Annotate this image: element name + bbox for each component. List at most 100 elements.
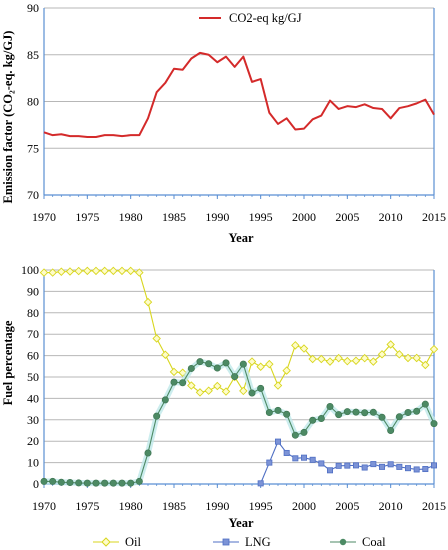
data-point-oil: [48, 268, 57, 277]
data-point-coal: [187, 364, 195, 372]
data-point-lng: [352, 462, 359, 469]
y-tick-label: 30: [27, 413, 39, 427]
data-point-oil: [429, 344, 439, 354]
data-point-coal: [317, 415, 325, 423]
data-point-lng: [413, 466, 420, 473]
data-point-lng: [300, 454, 307, 461]
emission-axes: [43, 8, 435, 199]
data-point-coal: [161, 396, 169, 404]
fuel-y-axis-label: Fuel percentage: [1, 320, 15, 405]
y-tick-label: 70: [27, 327, 39, 341]
data-point-lng: [370, 461, 377, 468]
x-tick-label: 2000: [292, 499, 316, 513]
data-point-coal: [326, 403, 334, 411]
emission-x-axis-label: Year: [229, 231, 254, 245]
data-point-oil: [187, 381, 196, 390]
x-tick-label: 1995: [249, 499, 273, 513]
x-tick-label: 1985: [162, 499, 186, 513]
x-tick-label: 1975: [75, 210, 99, 224]
data-point-oil: [204, 386, 213, 395]
data-point-oil: [143, 297, 153, 307]
data-point-coal: [265, 409, 273, 417]
x-tick-label: 2005: [335, 210, 359, 224]
y-tick-label: 0: [33, 477, 39, 491]
data-point-oil: [369, 357, 378, 366]
data-point-oil: [386, 340, 395, 349]
data-point-oil: [308, 354, 317, 364]
data-point-oil: [91, 266, 101, 276]
data-point-coal: [421, 400, 429, 408]
data-point-coal: [231, 373, 239, 381]
data-point-oil: [117, 266, 127, 276]
series-line-coal: [44, 361, 435, 484]
data-point-coal: [40, 477, 48, 485]
legend-item-oil: Oil: [93, 535, 142, 549]
data-point-oil: [317, 354, 326, 364]
data-point-oil: [265, 359, 274, 369]
data-point-lng: [396, 463, 403, 470]
y-tick-label: 90: [27, 284, 39, 298]
data-point-lng: [292, 455, 299, 462]
series-line-co2-eq-kg-gj: [43, 51, 435, 139]
data-point-oil: [395, 350, 404, 359]
data-point-lng: [361, 464, 368, 471]
fuel-grid: [44, 269, 434, 485]
y-tick-label: 20: [27, 434, 39, 448]
data-point-coal: [144, 449, 152, 457]
data-point-coal: [369, 408, 377, 416]
legend-label-coal: Coal: [362, 535, 386, 549]
data-point-oil: [247, 357, 257, 366]
data-point-coal: [57, 478, 65, 486]
x-tick-label: 2000: [292, 210, 316, 224]
data-point-coal: [179, 379, 187, 387]
y-tick-label: 60: [27, 349, 39, 363]
data-point-oil: [334, 353, 343, 363]
data-point-oil: [282, 366, 291, 375]
data-point-oil: [57, 267, 66, 276]
legend-item-coal: Coal: [330, 535, 386, 549]
fuel-series: [39, 266, 439, 487]
data-point-lng: [318, 460, 325, 467]
data-point-oil: [39, 268, 49, 277]
data-point-coal: [118, 479, 126, 487]
data-point-coal: [101, 479, 109, 487]
fuel-tick-labels: 0 10 20 30 40 50 60 70 80 90 100 1970 1975 1980 1985 19…: [21, 263, 446, 513]
data-point-oil: [178, 368, 187, 377]
emission-tick-labels: 70 75 80 85 90 1970 1975 1980 1985 1990 1995 2000 20…: [27, 1, 446, 224]
y-tick-label: 80: [27, 95, 39, 109]
data-point-oil: [377, 350, 387, 359]
data-point-oil: [299, 344, 309, 353]
data-point-lng: [404, 465, 411, 472]
legend-marker-lng: [222, 538, 230, 546]
data-point-coal: [257, 384, 265, 392]
data-point-coal: [213, 364, 221, 372]
x-tick-label: 1970: [32, 499, 56, 513]
y-tick-label: 10: [27, 456, 39, 470]
x-tick-label: 1990: [205, 210, 229, 224]
y-tick-label: 80: [27, 306, 39, 320]
data-point-coal: [352, 408, 360, 416]
data-point-coal: [239, 360, 247, 368]
y-tick-label: 70: [27, 188, 39, 202]
series-line-oil: [44, 270, 435, 393]
data-point-coal: [343, 408, 351, 416]
emission-legend: CO2-eq kg/GJ: [199, 11, 302, 25]
data-point-coal: [404, 409, 412, 417]
data-point-oil: [351, 356, 361, 365]
y-tick-label: 90: [27, 1, 39, 15]
data-point-lng: [422, 466, 429, 473]
x-tick-label: 1980: [119, 210, 143, 224]
x-tick-label: 1980: [119, 499, 143, 513]
data-point-lng: [430, 462, 437, 469]
fuel-legend: Oil LNG Coal: [93, 535, 386, 549]
data-point-coal: [109, 479, 117, 487]
data-point-oil: [126, 266, 135, 276]
y-tick-label: 100: [21, 263, 39, 277]
data-point-oil: [135, 268, 144, 277]
data-point-coal: [135, 477, 143, 485]
legend-label-oil: Oil: [125, 535, 142, 549]
data-point-oil: [403, 353, 413, 363]
data-point-oil: [161, 350, 170, 359]
data-point-oil: [291, 341, 300, 350]
